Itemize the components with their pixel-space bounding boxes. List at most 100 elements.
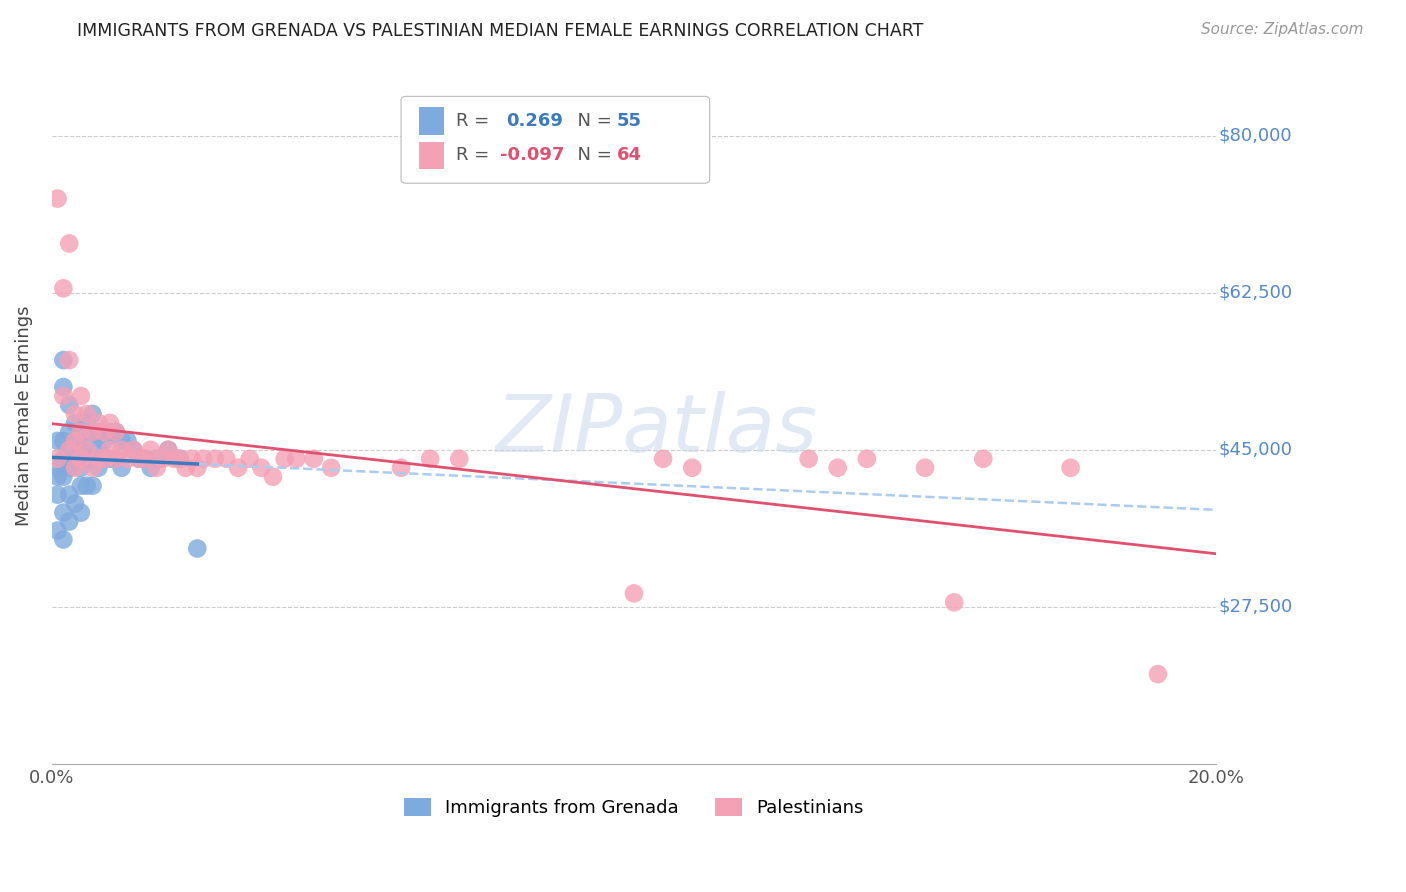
Point: [93, 451, 115, 466]
Text: Source: ZipAtlas.com: Source: ZipAtlas.com: [1201, 22, 1364, 37]
Point: [82, 425, 104, 439]
Text: IMMIGRANTS FROM GRENADA VS PALESTINIAN MEDIAN FEMALE EARNINGS CORRELATION CHART: IMMIGRANTS FROM GRENADA VS PALESTINIAN M…: [77, 22, 924, 40]
Point: [70, 425, 93, 439]
Point: [302, 451, 325, 466]
Point: [139, 442, 162, 457]
Point: [419, 451, 441, 466]
Point: [389, 460, 412, 475]
Point: [186, 460, 208, 475]
Text: N =: N =: [567, 112, 617, 129]
Point: [226, 460, 249, 475]
Point: [58, 515, 80, 529]
Point: [104, 451, 127, 466]
Point: [145, 460, 167, 475]
Point: [52, 281, 75, 295]
Point: [191, 451, 214, 466]
Point: [76, 407, 98, 421]
Point: [58, 460, 80, 475]
Point: [87, 425, 110, 439]
Point: [70, 460, 93, 475]
Point: [117, 434, 139, 448]
Point: [128, 451, 150, 466]
Point: [239, 451, 262, 466]
Point: [122, 442, 145, 457]
Point: [449, 451, 471, 466]
Point: [52, 506, 75, 520]
Point: [943, 595, 966, 609]
Point: [76, 442, 98, 457]
Point: [82, 407, 104, 421]
Point: [285, 451, 308, 466]
Point: [215, 451, 238, 466]
Point: [52, 353, 75, 368]
Point: [70, 451, 93, 466]
Text: 0.269: 0.269: [506, 112, 562, 129]
Point: [157, 442, 180, 457]
Text: $80,000: $80,000: [1219, 127, 1292, 145]
Point: [134, 451, 156, 466]
Point: [46, 192, 69, 206]
Point: [46, 488, 69, 502]
Point: [52, 380, 75, 394]
Point: [169, 451, 191, 466]
Point: [63, 434, 86, 448]
Point: [70, 479, 93, 493]
Point: [110, 460, 132, 475]
Point: [46, 460, 69, 475]
Text: $27,500: $27,500: [1219, 598, 1292, 615]
FancyBboxPatch shape: [401, 96, 710, 183]
Point: [58, 442, 80, 457]
Point: [46, 469, 69, 483]
Point: [174, 460, 197, 475]
Point: [70, 442, 93, 457]
Point: [58, 353, 80, 368]
Point: [157, 442, 180, 457]
Point: [134, 451, 156, 466]
Point: [63, 407, 86, 421]
Point: [145, 451, 167, 466]
Point: [52, 389, 75, 403]
Point: [63, 416, 86, 430]
Point: [204, 451, 226, 466]
Point: [52, 451, 75, 466]
Point: [321, 460, 343, 475]
Point: [827, 460, 849, 475]
Point: [273, 451, 295, 466]
Point: [76, 416, 98, 430]
Point: [117, 451, 139, 466]
Point: [104, 451, 127, 466]
Point: [63, 451, 86, 466]
Point: [914, 460, 936, 475]
Text: R =: R =: [456, 112, 501, 129]
Point: [104, 425, 127, 439]
Point: [856, 451, 879, 466]
Text: $45,000: $45,000: [1219, 441, 1292, 458]
Point: [58, 425, 80, 439]
Point: [63, 460, 86, 475]
Point: [98, 451, 121, 466]
Point: [82, 460, 104, 475]
Text: 55: 55: [616, 112, 641, 129]
Point: [93, 434, 115, 448]
Text: ZIPatlas: ZIPatlas: [496, 391, 818, 469]
Point: [87, 416, 110, 430]
Point: [681, 460, 703, 475]
Point: [70, 389, 93, 403]
Text: 64: 64: [616, 146, 641, 164]
Point: [104, 425, 127, 439]
Point: [262, 469, 284, 483]
Point: [98, 425, 121, 439]
Point: [972, 451, 994, 466]
Point: [93, 451, 115, 466]
Legend: Immigrants from Grenada, Palestinians: Immigrants from Grenada, Palestinians: [396, 790, 872, 824]
Point: [63, 497, 86, 511]
Text: -0.097: -0.097: [501, 146, 564, 164]
Point: [52, 469, 75, 483]
Point: [150, 451, 173, 466]
Point: [250, 460, 273, 475]
Point: [58, 442, 80, 457]
Point: [98, 416, 121, 430]
Point: [63, 434, 86, 448]
Point: [70, 506, 93, 520]
Point: [82, 425, 104, 439]
